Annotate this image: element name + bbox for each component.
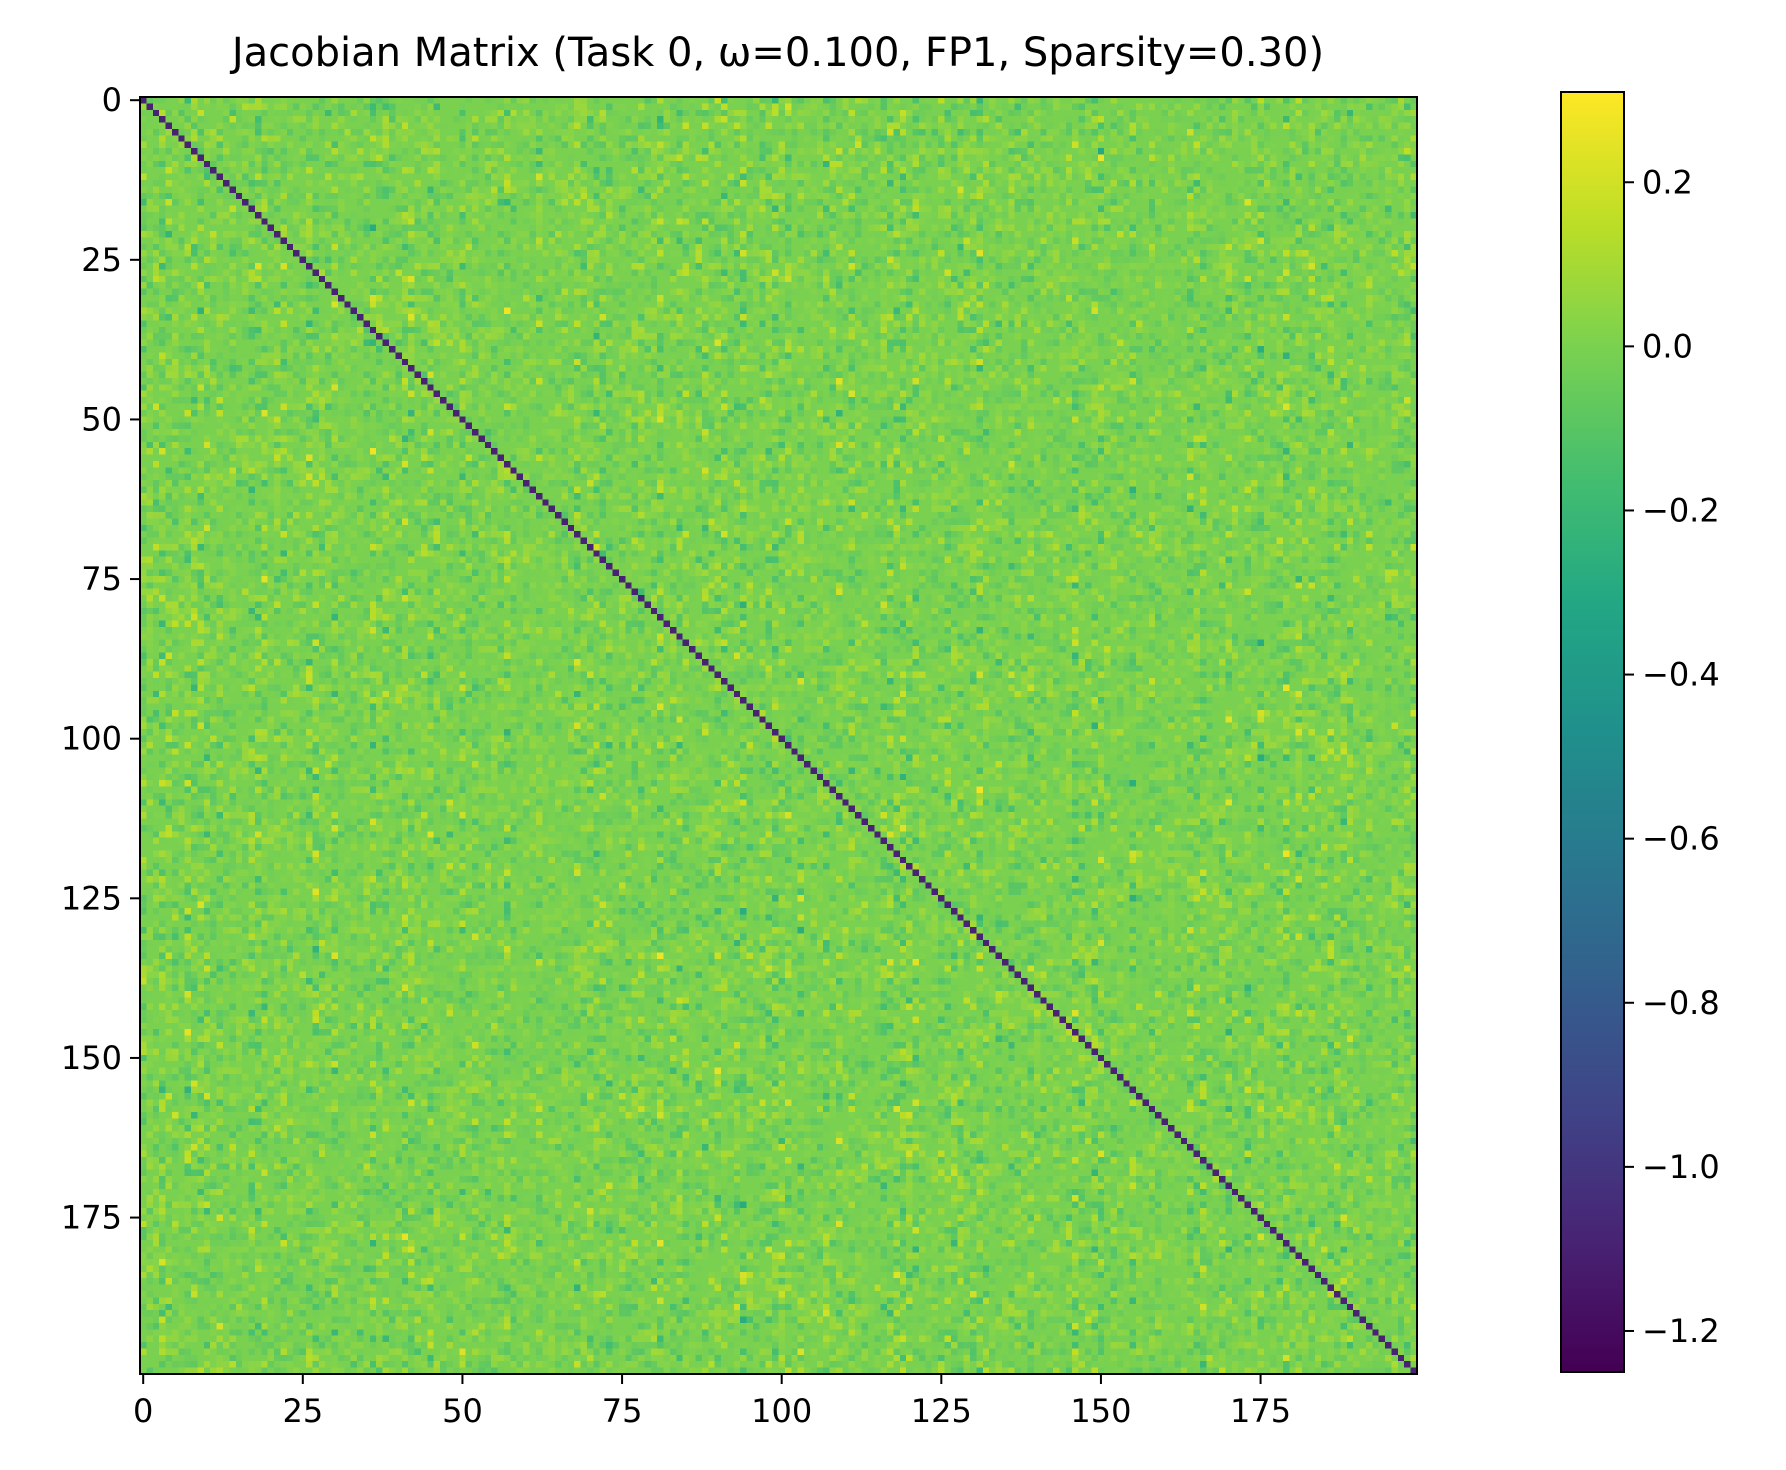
colorbar-frame bbox=[1560, 91, 1625, 1373]
x-axis-ticks: 0 25 50 75 100 125 150 175 bbox=[133, 1374, 1291, 1430]
y-tick-label: 25 bbox=[81, 241, 122, 279]
colorbar-tick-label: −0.6 bbox=[1642, 820, 1720, 858]
colorbar-tick-label: −1.0 bbox=[1642, 1148, 1720, 1186]
x-tick-label: 25 bbox=[282, 1392, 323, 1430]
x-tick-label: 175 bbox=[1230, 1392, 1291, 1430]
y-tick-label: 175 bbox=[61, 1199, 122, 1237]
y-tick-label: 150 bbox=[61, 1039, 122, 1077]
colorbar-tick-label: −0.2 bbox=[1642, 491, 1720, 529]
x-tick-label: 0 bbox=[133, 1392, 153, 1430]
x-tick-label: 150 bbox=[1070, 1392, 1131, 1430]
colorbar-ticks: 0.2 0.0 −0.2 −0.4 −0.6 −0.8 −1.0 −1.2 bbox=[1624, 163, 1720, 1350]
x-tick-label: 75 bbox=[602, 1392, 643, 1430]
heatmap-image bbox=[140, 97, 1417, 1374]
x-tick-label: 50 bbox=[442, 1392, 483, 1430]
colorbar-tick-label: −0.8 bbox=[1642, 984, 1720, 1022]
colorbar-tick-label: 0.2 bbox=[1642, 163, 1693, 201]
colorbar-gradient bbox=[1561, 92, 1624, 1372]
heatmap-frame bbox=[139, 96, 1418, 1375]
colorbar-tick-label: −0.4 bbox=[1642, 656, 1720, 694]
y-tick-label: 50 bbox=[81, 400, 122, 438]
colorbar-tick-label: 0.0 bbox=[1642, 327, 1693, 365]
colorbar-tick-label: −1.2 bbox=[1642, 1312, 1720, 1350]
y-tick-label: 100 bbox=[61, 720, 122, 758]
x-tick-label: 125 bbox=[911, 1392, 972, 1430]
chart-title: Jacobian Matrix (Task 0, ω=0.100, FP1, S… bbox=[229, 30, 1324, 76]
y-tick-label: 125 bbox=[61, 879, 122, 917]
y-axis-ticks: 0 25 50 75 100 125 150 175 bbox=[61, 81, 140, 1237]
x-tick-label: 100 bbox=[751, 1392, 812, 1430]
y-tick-label: 0 bbox=[102, 81, 122, 119]
y-tick-label: 75 bbox=[81, 560, 122, 598]
